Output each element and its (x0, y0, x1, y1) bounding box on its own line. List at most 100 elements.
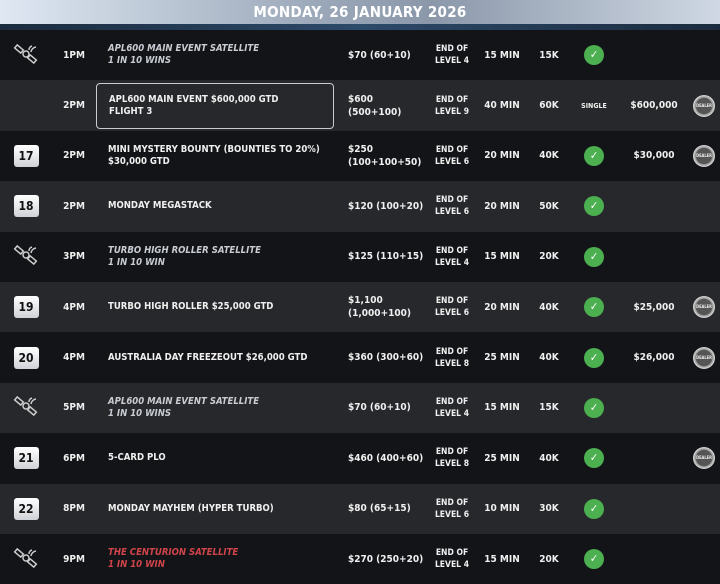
event-name[interactable]: APL600 MAIN EVENT $600,000 GTD FLIGHT 3 (96, 82, 334, 129)
start-time: 1PM (63, 49, 85, 61)
late-reg-line1: END OF (435, 447, 469, 458)
event-name[interactable]: APL600 MAIN EVENT SATELLITE 1 IN 10 WINS (96, 43, 334, 67)
late-reg-line2: LEVEL 8 (434, 459, 470, 470)
event-name-line1: THE CENTURION SATELLITE (108, 547, 239, 559)
buy-in: $270 (250+20) (334, 553, 429, 566)
dealer-cell: DEALER (689, 447, 719, 470)
check-icon: ✓ (584, 397, 604, 418)
dealer-cell: DEALER (689, 144, 719, 167)
buy-in-line1: $250 (348, 143, 374, 155)
rebuy-cell: SINGLE (569, 102, 619, 110)
buy-in: $250 (100+100+50) (334, 143, 429, 169)
level-duration: 10 MIN (484, 503, 520, 515)
start-time: 4PM (63, 352, 85, 364)
buy-in-line1: $70 (60+10) (348, 402, 411, 414)
event-name-line2: 1 IN 10 WINS (108, 407, 172, 419)
table-row[interactable]: 2PM APL600 MAIN EVENT $600,000 GTD FLIGHT… (0, 80, 720, 131)
event-name[interactable]: MONDAY MAYHEM (HYPER TURBO) (96, 503, 334, 515)
late-reg-line2: LEVEL 6 (434, 509, 470, 520)
starting-stack: 50K (539, 200, 559, 212)
event-name[interactable]: TURBO HIGH ROLLER SATELLITE 1 IN 10 WIN (96, 245, 334, 269)
rebuy-cell: ✓ (569, 397, 619, 418)
event-name-line2: 1 IN 10 WINS (108, 55, 172, 67)
event-name-line1: APL600 MAIN EVENT SATELLITE (108, 43, 260, 55)
event-name-line2: $30,000 GTD (108, 155, 170, 167)
late-registration: END OF LEVEL 8 (429, 446, 475, 470)
late-registration: END OF LEVEL 9 (429, 94, 475, 118)
table-row[interactable]: 1PM APL600 MAIN EVENT SATELLITE 1 IN 10 W… (0, 30, 720, 81)
buy-in: $70 (60+10) (334, 401, 429, 414)
check-icon: ✓ (584, 347, 604, 368)
event-name[interactable]: AUSTRALIA DAY FREEZEOUT $26,000 GTD (96, 352, 334, 364)
event-icon-cell (0, 41, 52, 70)
header-band (0, 24, 720, 30)
level-duration: 15 MIN (484, 49, 520, 61)
event-name[interactable]: 5-CARD PLO (96, 452, 334, 464)
late-registration: END OF LEVEL 6 (429, 295, 475, 319)
late-reg-line1: END OF (435, 548, 469, 559)
event-name[interactable]: MONDAY MEGASTACK (96, 200, 334, 212)
table-row[interactable]: 18 2PM MONDAY MEGASTACK $120 (100+20) EN… (0, 181, 720, 232)
rebuy-cell: ✓ (569, 246, 619, 267)
late-reg-line1: END OF (435, 497, 469, 508)
buy-in-line2: (100+100+50) (348, 156, 422, 168)
late-reg-line1: END OF (435, 94, 469, 105)
event-name-line2: 1 IN 10 WIN (108, 559, 165, 571)
rebuy-cell: ✓ (569, 347, 619, 368)
rebuy-cell: ✓ (569, 196, 619, 217)
late-registration: END OF LEVEL 8 (429, 346, 475, 370)
event-number-badge: 22 (13, 497, 39, 520)
table-row[interactable]: 21 6PM 5-CARD PLO $460 (400+60) END OF LE… (0, 433, 720, 484)
late-reg-line2: LEVEL 6 (434, 156, 470, 167)
late-reg-line2: LEVEL 9 (434, 106, 470, 117)
table-row[interactable]: 17 2PM MINI MYSTERY BOUNTY (BOUNTIES TO … (0, 130, 720, 182)
late-reg-line1: END OF (435, 144, 469, 155)
start-time: 8PM (63, 503, 85, 515)
late-registration: END OF LEVEL 4 (429, 245, 475, 269)
event-icon-cell (0, 242, 52, 271)
event-number-badge: 17 (13, 144, 39, 167)
buy-in-line1: $360 (300+60) (348, 352, 424, 364)
buy-in: $80 (65+15) (334, 502, 429, 515)
dealer-cell: DEALER (689, 346, 719, 369)
dealer-button-icon: DEALER (693, 447, 715, 470)
schedule-table: 1PM APL600 MAIN EVENT SATELLITE 1 IN 10 W… (0, 30, 720, 584)
table-row[interactable]: 5PM APL600 MAIN EVENT SATELLITE 1 IN 10 W… (0, 382, 720, 434)
check-icon: ✓ (584, 145, 604, 166)
table-row[interactable]: 22 8PM MONDAY MAYHEM (HYPER TURBO) $80 (… (0, 483, 720, 534)
event-name-line1: AUSTRALIA DAY FREEZEOUT $26,000 GTD (108, 351, 308, 363)
late-reg-line1: END OF (435, 44, 469, 55)
starting-stack: 20K (539, 553, 559, 565)
start-time: 9PM (63, 553, 85, 565)
event-name[interactable]: MINI MYSTERY BOUNTY (BOUNTIES TO 20%) $30… (96, 144, 334, 168)
buy-in-line1: $460 (400+60) (348, 452, 424, 464)
event-icon-cell: 21 (0, 447, 52, 470)
buy-in-line1: $120 (100+20) (348, 200, 424, 212)
event-number-badge: 19 (13, 296, 39, 319)
check-icon: ✓ (584, 498, 604, 519)
late-registration: END OF LEVEL 4 (429, 43, 475, 67)
check-icon: ✓ (584, 549, 604, 570)
buy-in: $70 (60+10) (334, 49, 429, 62)
level-duration: 15 MIN (484, 402, 520, 414)
table-row[interactable]: 9PM THE CENTURION SATELLITE 1 IN 10 WIN $… (0, 533, 720, 584)
level-duration: 20 MIN (484, 301, 520, 313)
buy-in-line1: $80 (65+15) (348, 503, 411, 515)
event-icon-cell (0, 393, 52, 422)
event-icon-cell: 17 (0, 144, 52, 167)
date-header: MONDAY, 26 JANUARY 2026 (0, 0, 720, 24)
table-row[interactable]: 19 4PM TURBO HIGH ROLLER $25,000 GTD $1,… (0, 281, 720, 333)
event-number-badge: 18 (13, 195, 39, 218)
late-reg-line2: LEVEL 4 (434, 408, 470, 419)
starting-stack: 60K (539, 100, 559, 112)
start-time: 4PM (63, 301, 85, 313)
start-time: 5PM (63, 402, 85, 414)
event-name[interactable]: TURBO HIGH ROLLER $25,000 GTD (96, 301, 334, 313)
event-name[interactable]: APL600 MAIN EVENT SATELLITE 1 IN 10 WINS (96, 396, 334, 420)
table-row[interactable]: 3PM TURBO HIGH ROLLER SATELLITE 1 IN 10 W… (0, 231, 720, 282)
event-name-line1: TURBO HIGH ROLLER $25,000 GTD (108, 301, 274, 313)
event-name[interactable]: THE CENTURION SATELLITE 1 IN 10 WIN (96, 547, 334, 571)
table-row[interactable]: 20 4PM AUSTRALIA DAY FREEZEOUT $26,000 G… (0, 332, 720, 383)
late-reg-line2: LEVEL 4 (434, 257, 470, 268)
satellite-icon (13, 242, 39, 271)
